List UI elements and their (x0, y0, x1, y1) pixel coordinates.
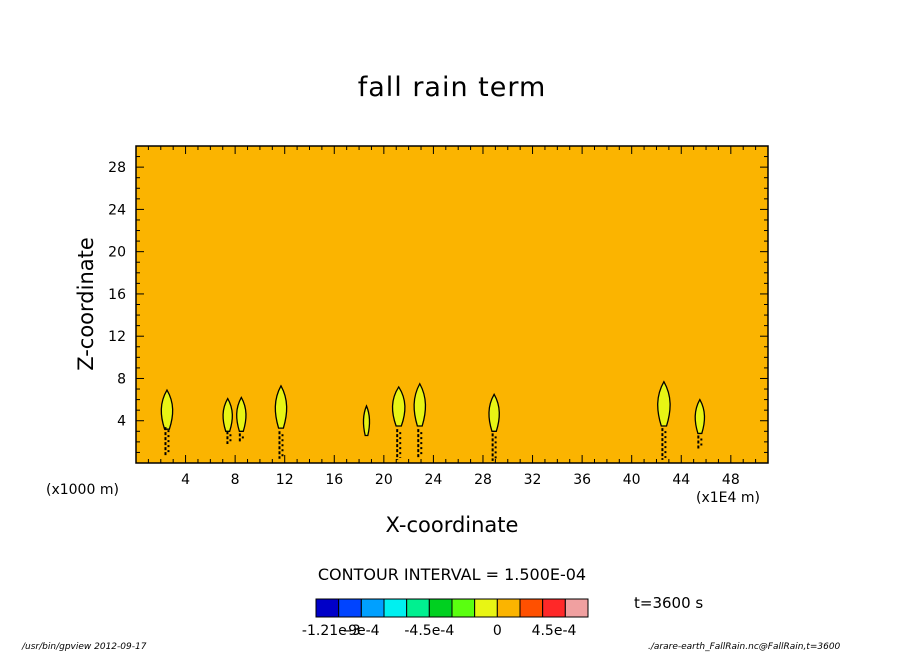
x-tick-label: 44 (672, 472, 690, 488)
rain-cell (236, 396, 247, 432)
colorbar-label: -4.5e-4 (404, 623, 454, 639)
rain-cell (413, 382, 427, 427)
negative-contours (164, 427, 703, 461)
y-tick-label: 4 (117, 414, 126, 430)
colorbar-swatch (406, 598, 430, 618)
colorbar-label: 0 (493, 623, 502, 639)
chart-title: fall rain term (357, 72, 547, 103)
colorbar-swatch (315, 598, 340, 618)
x-tick-label: 24 (424, 472, 442, 488)
x-tick-label: 40 (623, 472, 641, 488)
x-tick-label: 4 (181, 472, 190, 488)
colorbar-label: -1.21e-3 (302, 623, 361, 639)
x-tick-label: 48 (722, 472, 740, 488)
x-tick-label: 28 (474, 472, 492, 488)
colorbar-swatch (428, 598, 453, 618)
y-unit-label: (x1000 m) (46, 482, 119, 498)
footer-source: ./arare-earth_FallRain.nc@FallRain,t=360… (648, 642, 841, 652)
rain-cell (160, 388, 174, 430)
colorbar-swatch (451, 598, 476, 618)
x-tick-label: 36 (573, 472, 591, 488)
colorbar-swatch (383, 598, 408, 618)
colorbar: -1.21e-3-9e-4 -4.5e-4 0 4.5e-4 (302, 598, 589, 639)
y-tick-label: 24 (108, 202, 126, 218)
x-tick-label: 20 (375, 472, 393, 488)
y-axis-ticks: 4 8 12 16 20 24 28 (108, 156, 768, 453)
y-tick-label: 16 (108, 287, 126, 303)
x-unit-label: (x1E4 m) (696, 490, 760, 506)
colorbar-swatch (360, 598, 385, 618)
rain-cell (274, 384, 288, 429)
colorbar-swatch (496, 598, 521, 618)
y-tick-label: 20 (108, 245, 126, 261)
x-tick-label: 8 (231, 472, 240, 488)
y-tick-label: 28 (108, 160, 126, 176)
rain-cell (694, 398, 706, 435)
y-tick-label: 12 (108, 329, 126, 345)
rain-cells (160, 380, 706, 437)
x-tick-label: 16 (325, 472, 343, 488)
colorbar-swatch (564, 598, 589, 618)
colorbar-swatch (542, 598, 566, 618)
rain-cell (657, 380, 671, 427)
x-tick-label: 32 (524, 472, 542, 488)
time-label: t=3600 s (634, 594, 704, 612)
colorbar-label: 4.5e-4 (532, 623, 577, 639)
rain-cell (391, 385, 406, 427)
colorbar-swatch (519, 598, 544, 618)
y-axis-label: Z-coordinate (74, 237, 98, 371)
rain-cell (362, 404, 371, 437)
x-tick-label: 12 (276, 472, 294, 488)
colorbar-label: -9e-4 (343, 623, 380, 639)
colorbar-swatch (474, 598, 498, 618)
x-axis-label: X-coordinate (385, 513, 519, 537)
y-tick-label: 8 (117, 371, 126, 387)
contour-interval: CONTOUR INTERVAL = 1.500E-04 (317, 565, 587, 584)
x-axis-ticks: 4 8 12 16 20 24 28 32 36 40 44 48 (147, 146, 757, 488)
colorbar-swatch (338, 598, 362, 618)
rain-cell (488, 392, 500, 432)
footer-program: /usr/bin/gpview 2012-09-17 (22, 642, 147, 652)
